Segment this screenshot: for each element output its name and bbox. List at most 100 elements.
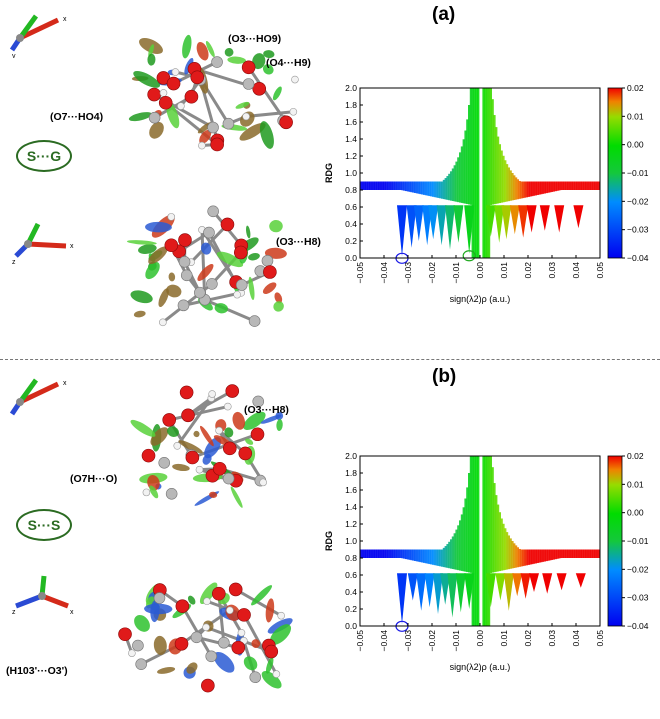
oxygen-atom [212, 461, 227, 476]
x-tick-label: −0.03 [403, 262, 413, 284]
carbon-atom [165, 488, 178, 500]
hydrogen-atom [171, 68, 180, 76]
hydrogen-atom [289, 107, 298, 116]
rdg-spike [529, 573, 539, 592]
hydrogen-atom [242, 112, 250, 121]
carbon-atom [207, 121, 219, 134]
oxygen-atom [233, 245, 248, 260]
nci-isosurface [259, 121, 274, 149]
y-tick-label: 0.8 [345, 553, 357, 563]
y-tick-label: 1.2 [345, 519, 357, 529]
nci-isosurface [201, 242, 212, 255]
hbond-label: (O3···HO9) [228, 33, 282, 45]
oxygen-atom [222, 441, 237, 456]
rdg-spike [556, 573, 567, 591]
oxygen-atom [164, 238, 179, 253]
nci-isosurface [230, 486, 243, 508]
carbon-atom [206, 278, 218, 290]
x-tick-label: 0.00 [475, 262, 485, 279]
oxygen-atom [231, 640, 246, 655]
x-tick-label: 0.04 [571, 262, 581, 279]
nci-isosurface [265, 657, 274, 674]
oxygen-atom [185, 450, 200, 465]
hydrogen-atom [177, 102, 185, 110]
y-tick-label: 0.0 [345, 253, 357, 263]
nci-isosurface [133, 310, 146, 318]
carbon-atom [249, 671, 262, 684]
hydrogen-atom [128, 649, 136, 657]
oxygen-atom [162, 413, 177, 427]
x-tick-label: −0.01 [451, 630, 461, 652]
nci-isosurface [265, 598, 275, 623]
molecule-top-view [130, 384, 284, 508]
colorbar-tick-label: −0.04 [627, 253, 649, 263]
x-tick-label: −0.01 [451, 262, 461, 284]
nci-isosurface [150, 427, 169, 446]
hydrogen-atom [215, 426, 223, 435]
colorbar-tick-label: −0.03 [627, 225, 649, 235]
nci-isosurface [239, 122, 266, 141]
carbon-atom [135, 658, 147, 670]
x-tick-label: 0.01 [499, 630, 509, 647]
oxygen-atom [250, 427, 265, 442]
molecule-side-view [126, 205, 287, 327]
oxygen-atom [212, 586, 226, 601]
oxygen-atom [220, 217, 235, 232]
rdg-spike [501, 205, 512, 240]
rdg-spike [436, 205, 447, 246]
carbon-atom [177, 299, 190, 312]
oxygen-atom [252, 81, 267, 96]
carbon-atom [190, 631, 203, 644]
colorbar-tick-label: −0.04 [627, 621, 649, 631]
y-tick-label: 1.2 [345, 151, 357, 161]
oxygen-atom [147, 87, 161, 102]
axis-z-glyph: z [12, 609, 16, 616]
y-tick-label: 1.6 [345, 117, 357, 127]
oxygen-atom [210, 137, 224, 152]
nci-isosurface [126, 240, 157, 245]
nci-isosurface [148, 44, 155, 57]
nci-isosurface [262, 282, 277, 294]
rdg-spike [424, 573, 435, 608]
rdg-spike [539, 205, 550, 231]
y-tick-label: 0.0 [345, 621, 357, 631]
nci-isosurface [263, 50, 275, 59]
nci-isosurface [197, 263, 214, 281]
x-tick-label: −0.05 [355, 630, 365, 652]
nci-isosurface [246, 225, 251, 239]
bond [183, 291, 242, 307]
nci-isosurface [224, 427, 234, 438]
oxygen-atom [175, 599, 190, 613]
colorbar-tick-label: −0.03 [627, 593, 649, 603]
x-tick-label: −0.03 [403, 630, 413, 652]
rdg-spike [464, 205, 475, 254]
carbon-atom [242, 78, 255, 90]
nci-isosurface [145, 261, 160, 280]
oxygen-atom [141, 448, 156, 463]
hbond-label: (O3···H8) [276, 236, 321, 248]
oxygen-atom [238, 446, 253, 461]
y-tick-label: 0.6 [345, 202, 357, 212]
axis-triad-icon: x y [9, 14, 67, 58]
y-tick-label: 0.6 [345, 570, 357, 580]
nci-isosurface [243, 411, 266, 431]
rdg-spike [406, 205, 417, 248]
nci-isosurface [273, 301, 284, 312]
carbon-atom [205, 650, 218, 663]
carbon-atom [235, 279, 248, 291]
y-tick-label: 1.0 [345, 536, 357, 546]
rdg-spike [440, 573, 451, 605]
rdg-spike [520, 573, 531, 599]
complex-label: S···G [16, 140, 72, 172]
nci-isosurface [149, 485, 159, 499]
x-tick-label: −0.04 [379, 630, 389, 652]
rdg-spike [464, 573, 475, 609]
scatter-points [360, 456, 600, 626]
oxygen-atom [184, 89, 199, 104]
nci-isosurface [130, 419, 156, 437]
nci-isosurface [186, 662, 198, 674]
carbon-atom [222, 117, 235, 130]
rdg-spike [512, 573, 523, 597]
axis-x-glyph: x [70, 609, 74, 616]
hbond-label: (H103'···O3') [6, 665, 68, 677]
